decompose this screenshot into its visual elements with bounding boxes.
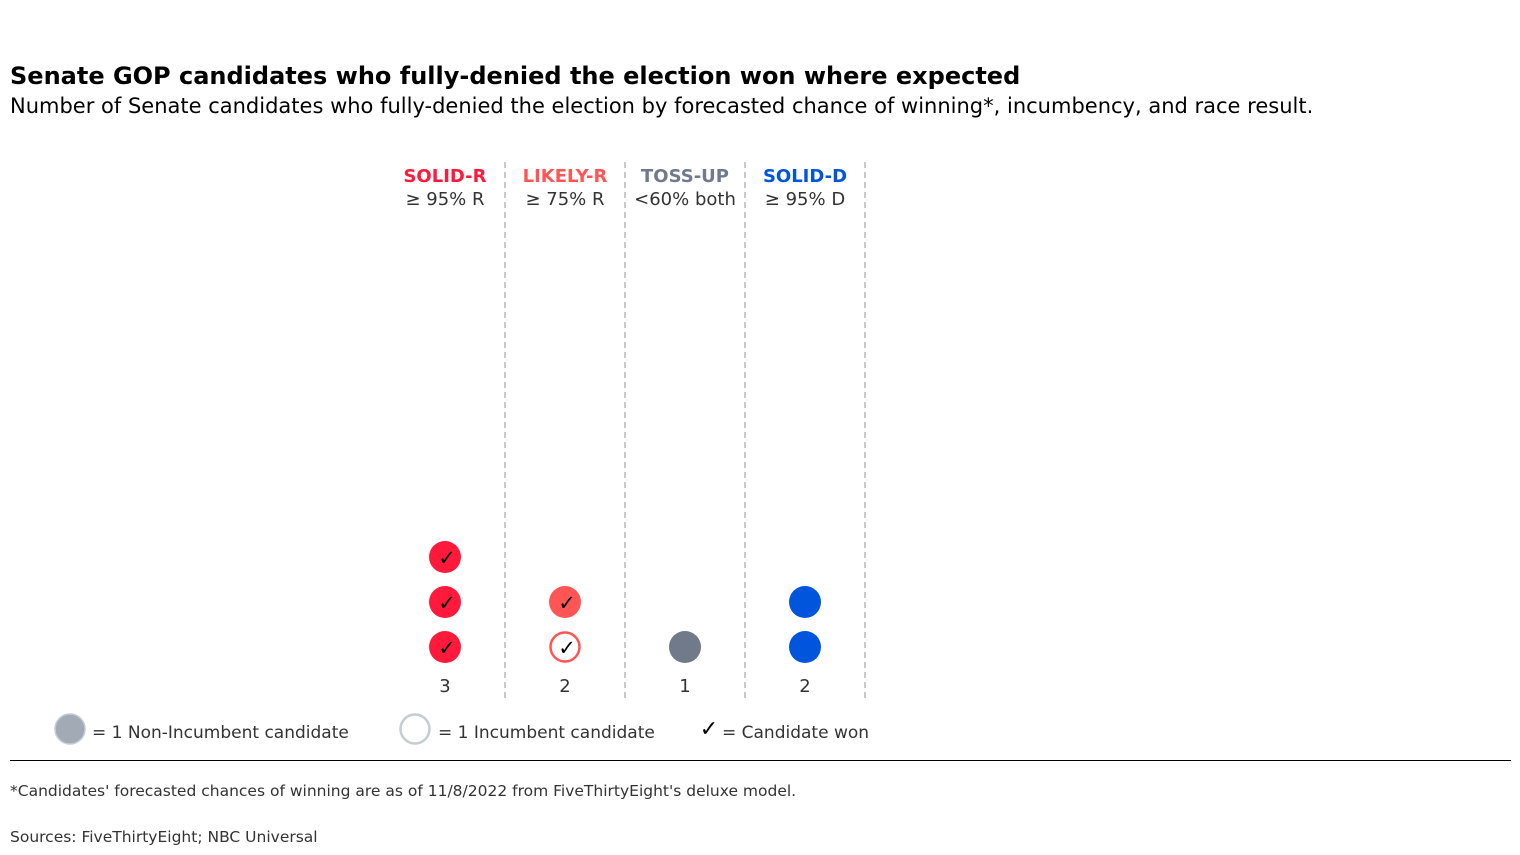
won-check-icon: ✓ [438,636,456,660]
legend-non-incumbent-label: = 1 Non-Incumbent candidate [92,723,349,743]
won-check-icon: ✓ [438,591,456,615]
category-label-likely-r: LIKELY-R [523,166,608,187]
non-incumbent-dot [429,631,461,663]
category-label-toss-up: TOSS-UP [641,166,729,187]
non-incumbent-dot [429,541,461,573]
category-sublabel-solid-d: ≥ 95% D [765,189,845,210]
non-incumbent-dot [669,631,701,663]
category-label-solid-r: SOLID-R [403,166,486,187]
won-check-icon: ✓ [558,591,576,615]
non-incumbent-dot [789,586,821,618]
legend-check-icon: ✓ [700,717,718,742]
non-incumbent-dot [789,631,821,663]
footnote: *Candidates' forecasted chances of winni… [10,782,797,800]
category-sublabel-likely-r: ≥ 75% R [525,189,604,210]
category-count-toss-up: 1 [679,676,690,697]
sources: Sources: FiveThirtyEight; NBC Universal [10,828,318,846]
non-incumbent-dot [549,586,581,618]
chart-subtitle: Number of Senate candidates who fully-de… [10,94,1314,118]
dot-chart: SOLID-R≥ 95% R ✓ ✓ ✓ 3 LIKELY-R≥ 75% R ✓ ✓ 2 TOSS… [54,162,869,745]
footer-divider [10,760,1511,761]
legend-check-label: = Candidate won [722,723,869,743]
category-sublabel-solid-r: ≥ 95% R [405,189,484,210]
legend-non-incumbent-icon [54,713,86,745]
won-check-icon: ✓ [438,546,456,570]
incumbent-dot [549,631,581,663]
chart-title: Senate GOP candidates who fully-denied t… [10,62,1021,90]
won-check-icon: ✓ [558,636,576,660]
category-count-solid-r: 3 [439,676,450,697]
non-incumbent-dot [429,586,461,618]
category-count-solid-d: 2 [799,676,810,697]
category-sublabel-toss-up: <60% both [634,189,736,210]
category-count-likely-r: 2 [559,676,570,697]
category-label-solid-d: SOLID-D [763,166,847,187]
legend-incumbent-label: = 1 Incumbent candidate [438,723,655,743]
legend-incumbent-icon [399,713,431,745]
